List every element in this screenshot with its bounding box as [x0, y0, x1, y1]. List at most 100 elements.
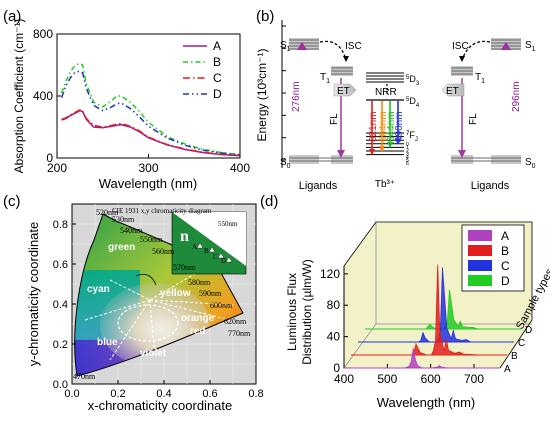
- a-ytick-label: 800: [33, 27, 53, 41]
- c-ytick-label: 0.6: [53, 259, 68, 271]
- panel-a: (a) 0 400 800 200 300 400 Wavelength (nm) Ab…: [3, 8, 250, 191]
- wavelength-labels: 470nm520nm530nm540nm550nm560nm570nm580nm…: [73, 208, 251, 381]
- s0-band-right: [451, 155, 473, 164]
- d-legend-swatch: [468, 245, 492, 256]
- panel-c: (c) n 550nm: [3, 193, 264, 413]
- wavelength-label: 560nm: [152, 247, 175, 256]
- region-label-cyan: cyan: [87, 284, 110, 295]
- j-value: 4: [406, 155, 409, 161]
- level-5d4-label: 5D4: [406, 96, 420, 109]
- s0-label-left: S0: [280, 157, 291, 170]
- et-arrow-left: [333, 83, 357, 97]
- inset-wavelength-label: 550nm: [218, 220, 238, 228]
- j-value: 6: [406, 161, 409, 167]
- wavelength-label: 540nm: [120, 226, 143, 235]
- d-legend-label: C: [501, 259, 510, 273]
- isc-label-right: ISC: [452, 41, 469, 52]
- a-legend-label: D: [213, 87, 222, 101]
- emission-wavelength-label: 490nm: [394, 111, 405, 142]
- fl-label-left: FL: [329, 113, 340, 125]
- j-value: 1: [406, 145, 409, 151]
- absorption-wavelength-left: 276nm: [291, 81, 302, 112]
- region-label-red: red: [190, 326, 206, 337]
- inset-point-label: B: [204, 247, 209, 255]
- ligand-left: S1 T1 S0 ISC 276nm FL ET Ligands: [280, 38, 362, 192]
- d-legend-label: A: [501, 229, 509, 243]
- isc-arrow-left: [319, 40, 347, 61]
- a-legend-label: C: [213, 71, 222, 85]
- emission-arrowhead: [379, 146, 385, 152]
- inset-point-marker: [225, 256, 233, 263]
- s1-label-left: S1: [280, 40, 291, 53]
- c-ytick-label: 0.0: [53, 379, 68, 391]
- inset-point-marker: [208, 246, 216, 253]
- ligands-label-right: Ligands: [471, 180, 510, 192]
- region-label-green: green: [108, 242, 135, 253]
- emission-wavelength-label: 584nm: [378, 111, 389, 142]
- d-xtick-label: 400: [334, 372, 354, 386]
- s1-band-left: [289, 38, 319, 50]
- level-5d3-label: 5D3: [406, 74, 420, 87]
- emission-arrowhead: [369, 149, 375, 155]
- panel-a-series: [60, 62, 240, 157]
- isc-arrow-right: [461, 40, 491, 61]
- level-7fj-label: 7FJ: [406, 130, 418, 143]
- a-legend-label: A: [213, 39, 221, 53]
- c-xtick-label: 0.6: [202, 388, 217, 400]
- d-sample-tick-label: A: [504, 364, 511, 375]
- a-xtick-label: 400: [230, 161, 250, 175]
- et-arrow-right: [441, 83, 465, 97]
- s0-label-right: S0: [525, 157, 536, 170]
- d-sample-tick-label: D: [525, 325, 532, 336]
- d-xtick-label: 700: [464, 372, 484, 386]
- emission-wavelength-label: 544nm: [386, 111, 397, 142]
- d-sample-tick-label: B: [511, 351, 518, 362]
- a-xtick-label: 200: [47, 161, 67, 175]
- nrr-label: NRR: [375, 87, 397, 98]
- c-xtick-label: 0.8: [248, 388, 263, 400]
- inset-point-label: A: [192, 243, 197, 251]
- panel-d-x-axis-label: Wavelength (nm): [377, 395, 476, 410]
- d-series-area-B: [351, 264, 507, 356]
- d-legend-swatch: [468, 230, 492, 241]
- panel-d-label: (d): [260, 193, 278, 210]
- wavelength-label: 620nm: [224, 317, 247, 326]
- t1-label-right: T1: [475, 72, 485, 85]
- c-xtick-label: 0.0: [64, 388, 79, 400]
- panel-b: (b) Energy (10³cm⁻¹) S1 T1 S0 ISC 276nm: [255, 8, 536, 192]
- c-ytick-label: 0.2: [53, 339, 68, 351]
- j-value: 5: [406, 158, 409, 164]
- inset-point-label: C: [213, 253, 218, 261]
- wavelength-label: 570nm: [173, 263, 196, 272]
- wavelength-label: 580nm: [188, 278, 211, 287]
- panel-c-y-ticks: 0.0 0.2 0.4 0.6 0.8: [53, 219, 76, 391]
- region-label-orange: orange: [181, 313, 215, 324]
- panel-a-y-axis-label: Absorption Coefficient (cm⁻¹): [12, 19, 26, 174]
- wavelength-label: 550nm: [140, 235, 163, 244]
- inset-point-marker: [196, 242, 204, 249]
- region-label-yellow: yellow: [160, 288, 191, 299]
- tb-ion-label: Tb³⁺: [375, 179, 395, 190]
- t1-label-left: T1: [320, 72, 330, 85]
- et-label-right: ET: [446, 86, 459, 97]
- c-xtick-label: 0.2: [110, 388, 125, 400]
- d-legend-label: D: [501, 274, 510, 288]
- a-legend-label: B: [213, 55, 221, 69]
- panel-d-x-ticks: 400 500 600 700: [334, 364, 484, 386]
- panel-d-y-axis-label: Luminous FluxDistribution (µlm/W): [285, 259, 314, 365]
- panel-c-x-axis-label: x-chromaticity coordinate: [88, 398, 233, 413]
- j-value: 2: [406, 148, 409, 154]
- s0-band-left: [289, 155, 319, 164]
- d-xtick-label: 500: [377, 372, 397, 386]
- cie-locus-outline: [74, 213, 244, 377]
- panel-a-x-ticks: 200 300 400: [47, 154, 250, 175]
- wavelength-label: 770nm: [228, 329, 251, 338]
- a-series-line-C: [61, 109, 240, 157]
- wavelength-label: 530nm: [112, 215, 135, 224]
